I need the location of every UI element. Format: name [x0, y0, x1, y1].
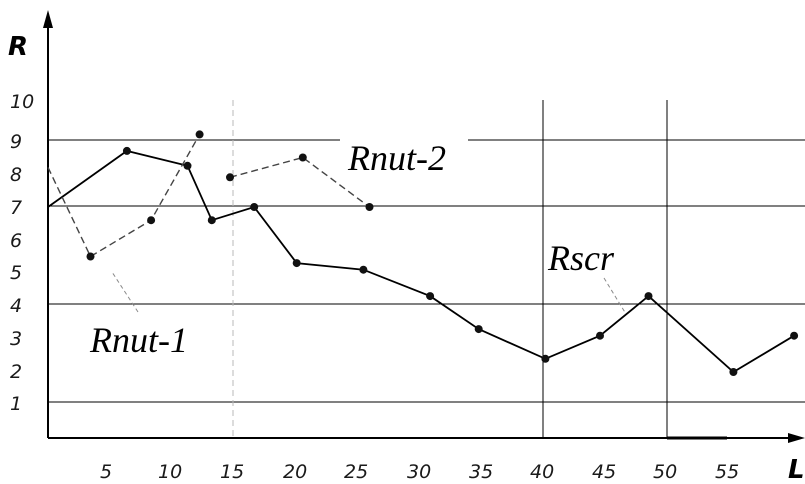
y-tick-label: 9	[10, 131, 22, 153]
y-tick-label: 3	[10, 328, 22, 350]
x-tick-label: 25	[344, 461, 368, 483]
x-tick-label: 20	[283, 461, 307, 483]
data-point-rscr	[359, 265, 368, 274]
rscr-leader	[603, 277, 627, 315]
rnut-1-leader	[111, 271, 139, 313]
axes: R L	[8, 10, 805, 484]
data-point-rscr	[474, 325, 483, 334]
data-point-rscr	[122, 146, 131, 155]
y-tick-label: 5	[10, 262, 22, 284]
x-tick-label: 35	[469, 461, 493, 483]
y-tick-label: 6	[10, 230, 22, 252]
data-point-rnut-1	[86, 252, 95, 261]
series	[47, 130, 799, 376]
x-tick-label: 45	[592, 461, 616, 483]
data-point-rscr	[292, 259, 301, 268]
series-rnut-2	[226, 153, 374, 211]
y-tick-label: 1	[10, 393, 22, 415]
series-label-rscr: Rscr	[547, 238, 615, 278]
y-tick-labels: 1 2 3 4 5 6 7 8 9 10	[10, 91, 34, 415]
y-tick-label: 8	[10, 164, 22, 186]
series-line-rscr	[47, 149, 795, 374]
data-point-rnut-2	[226, 173, 234, 182]
data-point-rscr	[541, 354, 550, 363]
grid	[48, 100, 805, 438]
y-tick-label: 4	[10, 295, 22, 317]
y-tick-label: 2	[10, 361, 22, 383]
x-tick-label: 15	[220, 461, 244, 483]
x-axis-title: L	[788, 455, 805, 484]
data-point-rscr	[207, 216, 216, 225]
series-line-rnut-2	[229, 156, 370, 208]
data-point-rnut-1	[195, 130, 204, 139]
data-point-rscr	[644, 292, 653, 301]
data-point-rscr	[250, 203, 259, 211]
x-tick-labels: 5 10 15 20 25 30 35 40 45 50 55	[100, 461, 739, 483]
y-axis-arrow	[43, 10, 53, 28]
series-label-rnut-1: Rnut-1	[89, 320, 188, 360]
data-point-rscr	[183, 161, 192, 170]
data-point-rscr	[426, 292, 435, 301]
y-tick-label: 7	[10, 197, 22, 219]
data-point-rscr	[790, 331, 799, 340]
x-tick-label: 50	[653, 461, 677, 483]
data-point-rnut-2	[298, 153, 307, 162]
x-tick-label: 5	[100, 461, 112, 483]
data-point-rscr	[596, 331, 604, 340]
x-tick-label: 55	[715, 461, 739, 483]
series-label-leaders	[111, 271, 627, 315]
series-rscr	[47, 146, 799, 376]
data-point-rscr	[729, 368, 738, 376]
series-line-rnut-1	[47, 134, 201, 258]
series-label-rnut-2: Rnut-2	[347, 138, 446, 178]
data-point-rnut-2	[365, 203, 374, 211]
x-axis-arrow	[788, 433, 805, 443]
data-point-rnut-1	[147, 216, 156, 225]
x-tick-label: 40	[530, 461, 554, 483]
y-tick-label: 10	[10, 91, 34, 113]
x-tick-label: 10	[158, 461, 182, 483]
x-tick-label: 30	[407, 461, 431, 483]
y-axis-title: R	[8, 32, 28, 62]
series-rnut-1	[47, 130, 204, 261]
series-labels: Rnut-2 Rscr Rnut-1	[89, 138, 615, 360]
